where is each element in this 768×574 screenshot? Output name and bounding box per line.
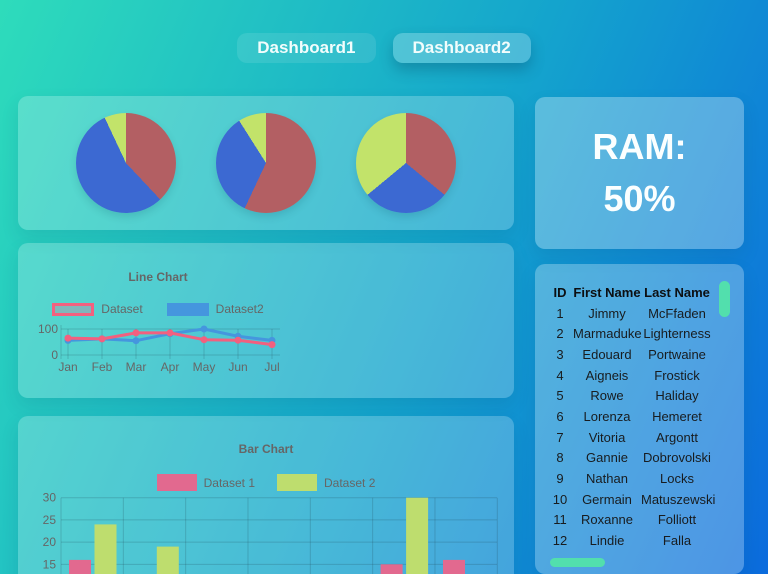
table-cell: 10: [552, 491, 568, 507]
tab-bar: Dashboard1 Dashboard2: [0, 33, 768, 63]
table-header-cell: Last Name: [644, 284, 710, 300]
legend-label-dataset: Dataset: [101, 302, 143, 316]
table-cell: Hemeret: [652, 408, 702, 424]
table-cell: Lindie: [589, 533, 625, 549]
line-chart-canvas: Jan Feb Mar Apr May Jun Jul 100 0: [38, 322, 280, 374]
table-cell: 9: [556, 471, 564, 487]
table-header-cell: ID: [553, 284, 567, 300]
svg-text:Jul: Jul: [264, 360, 279, 374]
pie-chart-3: [356, 113, 456, 213]
table-cell: Falla: [662, 533, 692, 549]
table-cell: Roxanne: [580, 512, 634, 528]
svg-text:20: 20: [43, 535, 57, 549]
bar-chart-canvas: 302520151050: [43, 491, 498, 574]
table-cell: Portwaine: [648, 346, 706, 362]
svg-text:100: 100: [38, 322, 58, 336]
svg-text:Jun: Jun: [228, 360, 247, 374]
table-cell: Gannie: [586, 450, 628, 466]
table-cell: Argontt: [656, 429, 698, 445]
table-cell: 3: [556, 346, 564, 362]
table-cell: McFfaden: [648, 305, 706, 321]
tab-dashboard2[interactable]: Dashboard2: [392, 33, 531, 63]
legend-item-dataset2[interactable]: Dataset2: [166, 302, 264, 316]
svg-text:May: May: [193, 360, 216, 374]
table-cell: Folliott: [657, 512, 697, 528]
ram-panel: RAM: 50%: [535, 97, 744, 249]
table-cell: Locks: [660, 471, 694, 487]
table-cell: 8: [556, 450, 564, 466]
legend-label-dataset1: Dataset 1: [203, 475, 255, 490]
table-cell: Jimmy: [588, 305, 626, 321]
legend-item-dataset2-bar[interactable]: Dataset 2: [277, 474, 375, 491]
legend-swatch-dataset2: [166, 302, 209, 316]
table-cell: Lighterness: [643, 326, 711, 342]
people-table-panel: ID First Name Last Name 1 Jimmy McFfaden 2 Marm…: [535, 264, 744, 574]
legend-label-dataset2-bar: Dataset 2: [324, 475, 376, 490]
ram-label: RAM:: [592, 126, 687, 167]
line-chart-legend: Dataset Dataset2: [18, 302, 298, 316]
legend-label-dataset2: Dataset2: [215, 302, 264, 316]
table-cell: 12: [552, 533, 568, 549]
pie-charts-panel: [18, 96, 514, 230]
svg-text:30: 30: [43, 491, 57, 505]
legend-swatch-dataset: [52, 302, 95, 316]
legend-swatch-dataset1: [156, 474, 197, 491]
svg-text:0: 0: [51, 348, 58, 362]
table-cell: Vitoria: [588, 429, 626, 445]
people-table: ID First Name Last Name 1 Jimmy McFfaden 2 Marm…: [547, 282, 716, 551]
line-chart-title: Line Chart: [128, 270, 188, 284]
table-header-cell: First Name: [573, 284, 641, 300]
table-cell: 11: [553, 512, 567, 528]
ram-value: 50%: [603, 178, 676, 219]
table-cell: 1: [556, 305, 564, 321]
legend-item-dataset1[interactable]: Dataset 1: [156, 474, 255, 491]
table-cell: Lorenza: [583, 408, 631, 424]
pie-chart-1: [76, 113, 176, 213]
table-cell: 7: [556, 429, 564, 445]
bar-chart-panel: Bar Chart Dataset 1 Dataset 2 3025201510…: [18, 416, 514, 574]
svg-text:15: 15: [43, 557, 57, 571]
horizontal-scrollbar-thumb[interactable]: [550, 558, 605, 567]
tab-dashboard1[interactable]: Dashboard1: [237, 33, 376, 63]
legend-swatch-dataset2-bar: [277, 474, 317, 491]
table-cell: 5: [556, 388, 564, 404]
table-cell: Aigneis: [585, 367, 629, 383]
table-cell: Marmaduke: [573, 326, 642, 342]
svg-text:Jan: Jan: [58, 360, 77, 374]
svg-text:Feb: Feb: [92, 360, 113, 374]
table-cell: 2: [556, 326, 564, 342]
table-cell: Matuszewski: [641, 491, 716, 507]
svg-text:25: 25: [43, 513, 57, 527]
table-cell: Edouard: [582, 346, 632, 362]
table-cell: Rowe: [590, 388, 624, 404]
table-cell: Frostick: [654, 367, 700, 383]
table-cell: Dobrovolski: [643, 450, 711, 466]
bar-chart-title: Bar Chart: [238, 442, 294, 456]
svg-text:Mar: Mar: [126, 360, 147, 374]
bar-chart-legend: Dataset 1 Dataset 2: [18, 474, 514, 491]
table-cell: 6: [556, 408, 564, 424]
table-cell: 4: [556, 367, 564, 383]
svg-text:Apr: Apr: [161, 360, 180, 374]
line-chart-panel: Line Chart Dataset Dataset2 Jan Feb Mar Apr…: [18, 243, 514, 398]
pie-chart-2: [216, 113, 316, 213]
table-cell: Germain: [582, 491, 632, 507]
vertical-scrollbar-thumb[interactable]: [719, 281, 730, 317]
table-cell: Haliday: [655, 388, 699, 404]
table-cell: Nathan: [586, 471, 628, 487]
legend-item-dataset[interactable]: Dataset: [52, 302, 143, 316]
